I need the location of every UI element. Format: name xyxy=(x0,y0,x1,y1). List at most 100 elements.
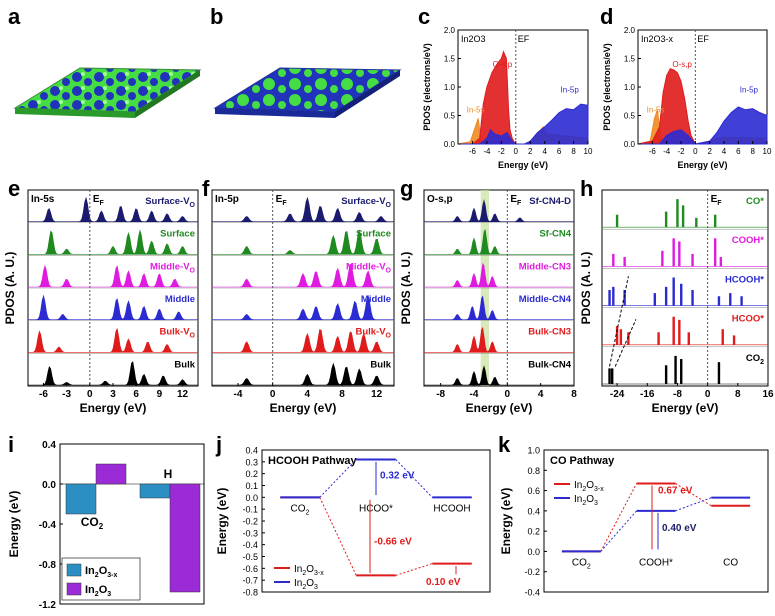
y-tick-label: -0.2 xyxy=(242,517,258,527)
y-tick-label: -0.8 xyxy=(39,560,57,571)
peak-stick xyxy=(672,316,675,345)
x-tick-label: 4 xyxy=(305,389,311,400)
chart-h-adsorbates: CO* COOH* HCOOH* HCOO* CO2 EF -24 -16 -8 0 8 16 Ener… xyxy=(580,189,774,415)
y-tick-label: 0.5 xyxy=(444,112,456,121)
legend-label: In2O3-x xyxy=(574,480,604,493)
series-middle-vo xyxy=(28,264,198,288)
y-tick-label: 0.4 xyxy=(527,506,540,516)
connector xyxy=(675,483,712,507)
panel-label-h: h xyxy=(580,176,594,201)
series-label: HCOOH* xyxy=(725,274,764,285)
x-axis-label: Energy (eV) xyxy=(652,401,719,415)
series-label: Bulk xyxy=(174,359,195,370)
y-axis-label: Energy (eV) xyxy=(215,488,229,555)
x-tick-label: -2 xyxy=(677,147,685,156)
x-axis-label: Energy (eV) xyxy=(498,160,548,170)
y-axis-label: PDOS (A. U.) xyxy=(580,252,593,325)
category-label: H xyxy=(164,467,173,481)
y-axis-label: PDOS (A. U.) xyxy=(4,252,17,325)
chart-k-co-pathway: CO Pathway CO2 COOH* CO 1.0 0.8 0.6 0.4 0.2 0.0 -0… xyxy=(499,446,769,598)
bar-in2o3 xyxy=(95,463,127,485)
x-tick-label: 9 xyxy=(157,389,163,400)
y-tick-label: 2.0 xyxy=(444,26,456,35)
peak-stick xyxy=(608,290,611,306)
isosurface-image-a xyxy=(13,67,202,118)
y-tick-label: 0.0 xyxy=(444,140,456,149)
x-tick-label: -2 xyxy=(498,147,506,156)
y-tick-label: -0.3 xyxy=(242,528,258,538)
category-label: CO2 xyxy=(572,557,591,570)
y-tick-label: -0.5 xyxy=(242,552,258,562)
chart-f-in5p-layers: Surface-VO Surface Middle-VO Middle Bulk-VO B… xyxy=(211,189,395,415)
peak-stick xyxy=(676,199,679,228)
y-axis-label: PDOS (A. U.) xyxy=(400,252,413,325)
x-tick-label: -6 xyxy=(649,147,657,156)
peak-stick xyxy=(608,368,611,384)
x-tick-label: -6 xyxy=(39,389,48,400)
chart-j-hcooh-pathway: HCOOH Pathway CO2 HCOO* HCOOH 0.40.3 0.2 0.1 0.… xyxy=(215,446,491,598)
annotation-barrier-red: 0.67 eV xyxy=(658,486,693,497)
y-axis-label: Energy (eV) xyxy=(499,488,513,555)
peak-stick xyxy=(657,332,660,345)
annotation-drop: -0.66 eV xyxy=(374,537,412,548)
y-tick-label: 0.4 xyxy=(42,440,56,451)
series-bulk-cn3 xyxy=(424,326,574,353)
y-tick-label: -0.8 xyxy=(242,588,258,598)
annotation-1: O-s,p xyxy=(493,60,513,69)
peak-stick xyxy=(664,365,668,384)
chart-title: In2O3-x xyxy=(641,34,674,44)
annotation-0: In-5s xyxy=(467,106,485,115)
peak-stick xyxy=(672,238,675,267)
x-axis-label: Energy (eV) xyxy=(466,401,533,415)
legend-label: In2O3 xyxy=(294,578,318,591)
x-tick-label: 0 xyxy=(505,389,511,400)
x-tick-label: 3 xyxy=(110,389,116,400)
peak-stick xyxy=(719,257,723,267)
y-tick-label: -0.4 xyxy=(242,540,258,550)
chart-title: CO Pathway xyxy=(550,455,615,467)
y-axis-label: PDOS (electrons/eV) xyxy=(602,43,612,131)
y-tick-label: 0.2 xyxy=(245,469,258,479)
peak-stick xyxy=(680,359,683,384)
peak-stick xyxy=(732,335,736,345)
peak-stick xyxy=(674,355,677,384)
x-tick-label: 4 xyxy=(722,147,727,156)
peak-stick xyxy=(672,277,675,306)
series-label: Surface-VO xyxy=(145,196,195,209)
peak-stick xyxy=(680,283,683,306)
series-bulk xyxy=(212,362,394,386)
legend-label: In2O3 xyxy=(574,494,598,507)
panel-label-j: j xyxy=(216,432,223,457)
peak-stick xyxy=(653,293,657,306)
peak-stick xyxy=(729,293,732,306)
peak-stick xyxy=(713,214,717,228)
x-tick-label: 12 xyxy=(177,389,189,400)
x-tick-label: -24 xyxy=(610,389,625,400)
series-middle-cn3 xyxy=(424,262,574,288)
series-label: CO2 xyxy=(746,353,764,366)
peak-stick xyxy=(615,326,619,345)
fermi-label: EF xyxy=(510,194,522,207)
annotation-0: In-5s xyxy=(647,106,665,115)
chart-d-pdos-in2o3-x: EF In2O3-x In-5s O-s,p In-5p -6 -4 -2 0 2 4 6 8 10 0.0… xyxy=(602,26,772,170)
x-tick-label: -6 xyxy=(469,147,477,156)
panel-label-a: a xyxy=(8,4,21,29)
series-label: Middle xyxy=(165,294,195,305)
connector xyxy=(600,510,637,552)
x-tick-label: -4 xyxy=(234,389,243,400)
peak-stick xyxy=(681,205,685,228)
series-label: Middle-CN3 xyxy=(519,261,571,272)
peak-stick xyxy=(695,217,698,228)
y-tick-label: 0.6 xyxy=(527,486,540,496)
chart-e-in5s-layers: Surface-VO Surface Middle-VO Middle Bulk-VO B… xyxy=(4,189,199,415)
y-tick-label: -0.2 xyxy=(524,567,540,577)
series-middle-cn4 xyxy=(424,295,574,320)
y-tick-label: 1.0 xyxy=(444,83,456,92)
peak-stick xyxy=(691,253,694,267)
annotation-1: O-s,p xyxy=(672,60,692,69)
legend-label: In2O3 xyxy=(85,584,111,598)
panel-label-d: d xyxy=(600,4,614,29)
y-tick-label: 1.0 xyxy=(624,83,636,92)
peak-stick xyxy=(721,329,724,345)
x-tick-label: -4 xyxy=(470,389,479,400)
